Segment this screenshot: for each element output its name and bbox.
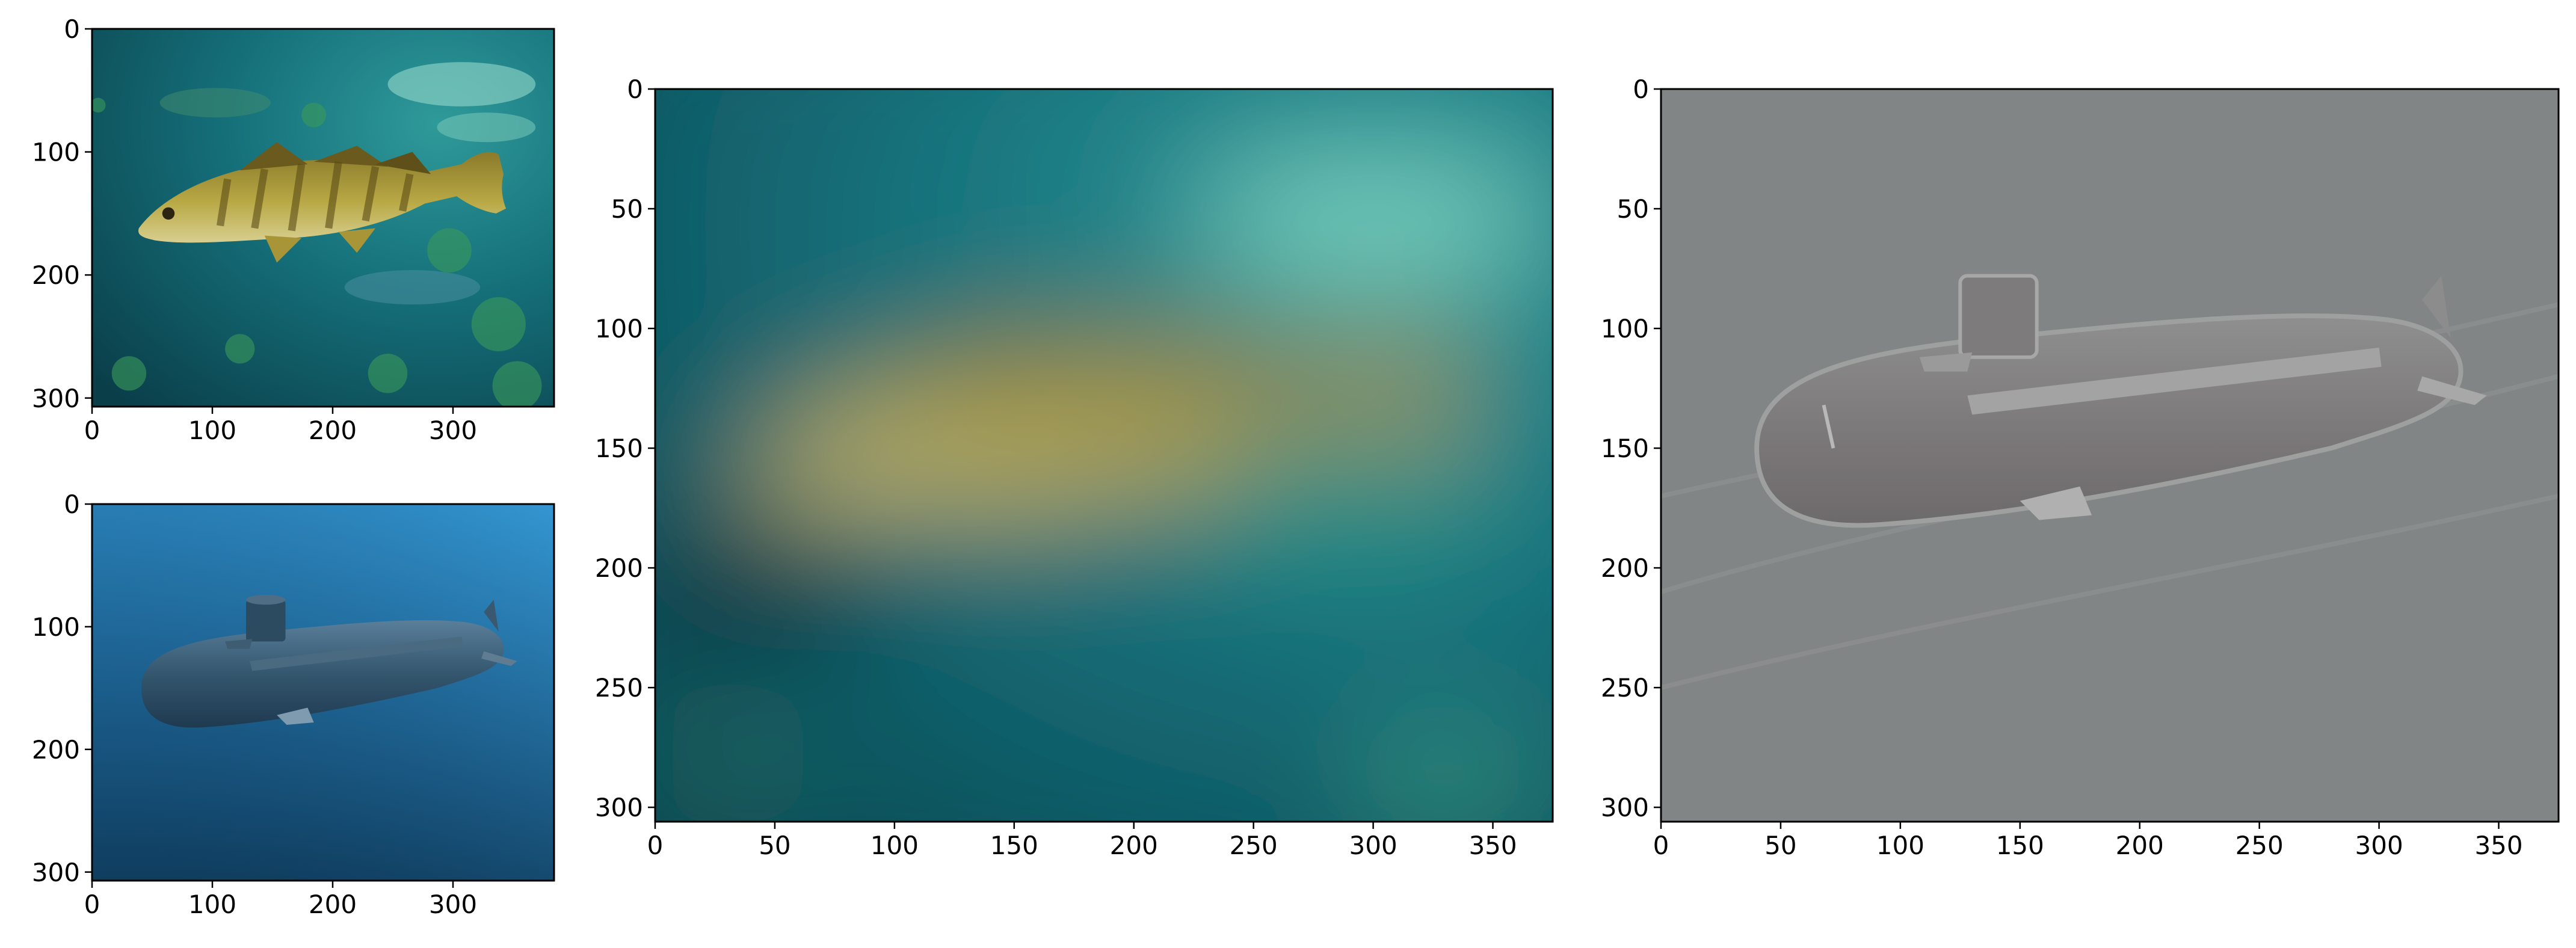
x-tick-label: 50 [759, 831, 790, 860]
x-tick-label: 200 [1110, 831, 1158, 860]
blurred-fish-image [654, 88, 1554, 823]
y-tick-label: 200 [32, 735, 80, 765]
x-tick-label: 100 [1876, 831, 1924, 860]
y-tick-label: 300 [32, 384, 80, 413]
gray-submarine-image [1660, 88, 2560, 823]
x-tick-label: 350 [1468, 831, 1517, 860]
y-tick-label: 100 [1601, 314, 1649, 343]
x-tick-label: 0 [84, 416, 100, 445]
y-tick-label: 200 [32, 260, 80, 290]
gray-submarine-axes: 0 50 100 150 200 250 300 350 0 50 100 150 200 250 300 [1601, 75, 2523, 860]
y-tick-label: 0 [1633, 75, 1649, 104]
x-tick-label: 300 [429, 890, 477, 919]
y-tick-label: 100 [32, 138, 80, 167]
x-tick-label: 100 [870, 831, 919, 860]
x-tick-label: 200 [309, 890, 357, 919]
blurred-fish-axes: 0 50 100 150 200 250 300 350 0 50 100 150 200 250 300 [595, 75, 1517, 860]
x-tick-label: 100 [188, 890, 236, 919]
x-tick-label: 150 [1996, 831, 2044, 860]
y-tick-label: 100 [595, 314, 643, 343]
x-tick-label: 250 [2236, 831, 2284, 860]
fish-image [91, 28, 555, 408]
y-tick-label: 250 [1601, 673, 1649, 703]
highpass-submarine-panel: 0 50 100 150 200 250 300 350 0 50 100 150 200 250 300 [1601, 75, 2560, 860]
y-tick-label: 0 [627, 75, 643, 104]
x-tick-label: 200 [2116, 831, 2164, 860]
y-tick-label: 150 [1601, 434, 1649, 463]
x-tick-label: 300 [1349, 831, 1397, 860]
x-tick-label: 300 [429, 416, 477, 445]
x-tick-label: 150 [990, 831, 1038, 860]
x-tick-label: 200 [309, 416, 357, 445]
x-tick-label: 0 [647, 831, 664, 860]
x-tick-label: 0 [1653, 831, 1669, 860]
y-tick-label: 300 [1601, 793, 1649, 822]
x-tick-label: 50 [1764, 831, 1796, 860]
x-tick-label: 0 [84, 890, 100, 919]
x-tick-label: 300 [2355, 831, 2403, 860]
y-tick-label: 50 [1617, 194, 1649, 224]
submarine-image [91, 503, 555, 882]
y-tick-label: 300 [595, 793, 643, 822]
y-tick-label: 0 [64, 14, 80, 44]
y-tick-label: 100 [32, 612, 80, 642]
x-tick-label: 250 [1230, 831, 1278, 860]
y-tick-label: 200 [1601, 553, 1649, 583]
x-tick-label: 350 [2474, 831, 2522, 860]
lowpass-fish-panel: 0 50 100 150 200 250 300 350 0 50 100 150 200 250 300 [595, 75, 1554, 860]
y-tick-label: 300 [32, 858, 80, 887]
y-tick-label: 50 [611, 194, 643, 224]
y-tick-label: 150 [595, 434, 643, 463]
y-tick-label: 0 [64, 490, 80, 519]
x-tick-label: 100 [188, 416, 236, 445]
y-tick-label: 250 [595, 673, 643, 703]
y-tick-label: 200 [595, 553, 643, 583]
